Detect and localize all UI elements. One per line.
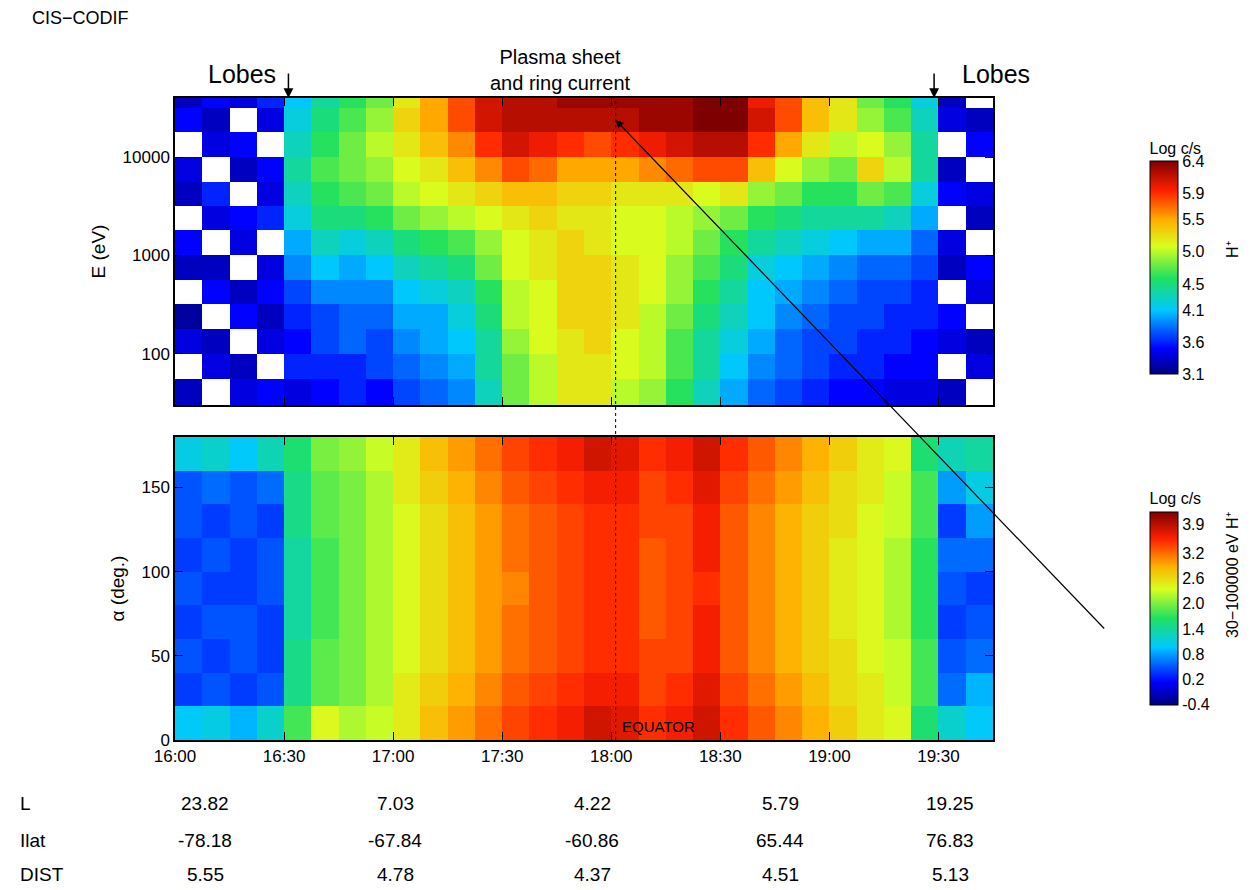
svg-text:4.51: 4.51 [762,864,799,885]
svg-text:65.44: 65.44 [756,830,804,851]
svg-text:16:00: 16:00 [154,747,197,766]
svg-text:Lobes: Lobes [208,60,276,88]
svg-text:3.2: 3.2 [1182,545,1204,562]
svg-text:3.9: 3.9 [1182,516,1204,533]
svg-text:Plasma sheetand ring current: Plasma sheetand ring current [490,46,631,94]
svg-text:19.25: 19.25 [926,793,974,814]
svg-text:4.37: 4.37 [574,864,611,885]
svg-text:16:30: 16:30 [263,747,306,766]
svg-text:18:00: 18:00 [590,747,633,766]
svg-text:CIS−CODIF: CIS−CODIF [32,8,129,28]
svg-text:5.55: 5.55 [187,864,224,885]
svg-text:5.9: 5.9 [1182,185,1204,202]
svg-text:4.78: 4.78 [377,864,414,885]
svg-text:Log c/s: Log c/s [1150,140,1202,157]
svg-text:1000: 1000 [132,246,170,265]
svg-text:18:30: 18:30 [699,747,742,766]
svg-text:30−100000 eV H⁺: 30−100000 eV H⁺ [1224,512,1241,638]
svg-text:17:30: 17:30 [481,747,524,766]
svg-text:2.6: 2.6 [1182,570,1204,587]
svg-text:5.5: 5.5 [1182,211,1204,228]
svg-text:H⁺: H⁺ [1224,241,1241,258]
svg-text:17:00: 17:00 [372,747,415,766]
svg-text:1.4: 1.4 [1182,621,1204,638]
svg-text:EQUATOR: EQUATOR [622,718,695,735]
svg-text:150: 150 [141,478,169,497]
svg-text:-0.4: -0.4 [1182,696,1210,713]
svg-text:3.1: 3.1 [1182,366,1204,383]
svg-text:3.6: 3.6 [1182,334,1204,351]
svg-text:α (deg.): α (deg.) [107,556,128,622]
svg-text:10000: 10000 [123,148,170,167]
svg-text:100: 100 [141,345,169,364]
svg-text:76.83: 76.83 [926,830,974,851]
svg-text:5.79: 5.79 [762,793,799,814]
svg-text:L: L [20,793,31,814]
svg-text:4.1: 4.1 [1182,302,1204,319]
svg-text:5.0: 5.0 [1182,243,1204,260]
svg-text:2.0: 2.0 [1182,595,1204,612]
svg-text:-78.18: -78.18 [178,830,232,851]
svg-text:19:00: 19:00 [808,747,851,766]
svg-text:100: 100 [141,563,169,582]
svg-text:19:30: 19:30 [917,747,960,766]
svg-text:0: 0 [160,731,169,750]
svg-text:7.03: 7.03 [377,793,414,814]
svg-text:E (eV): E (eV) [88,225,109,279]
svg-text:-60.86: -60.86 [565,830,619,851]
svg-text:6.4: 6.4 [1182,153,1204,170]
svg-text:23.82: 23.82 [181,793,229,814]
svg-text:5.13: 5.13 [932,864,969,885]
svg-text:Ilat: Ilat [20,830,46,851]
svg-text:DIST: DIST [20,864,64,885]
svg-text:4.5: 4.5 [1182,276,1204,293]
svg-text:50: 50 [151,647,170,666]
svg-text:Log c/s: Log c/s [1150,490,1202,507]
svg-text:4.22: 4.22 [574,793,611,814]
svg-text:Lobes: Lobes [962,60,1030,88]
svg-text:0.8: 0.8 [1182,646,1204,663]
svg-text:0.2: 0.2 [1182,671,1204,688]
svg-text:-67.84: -67.84 [368,830,422,851]
